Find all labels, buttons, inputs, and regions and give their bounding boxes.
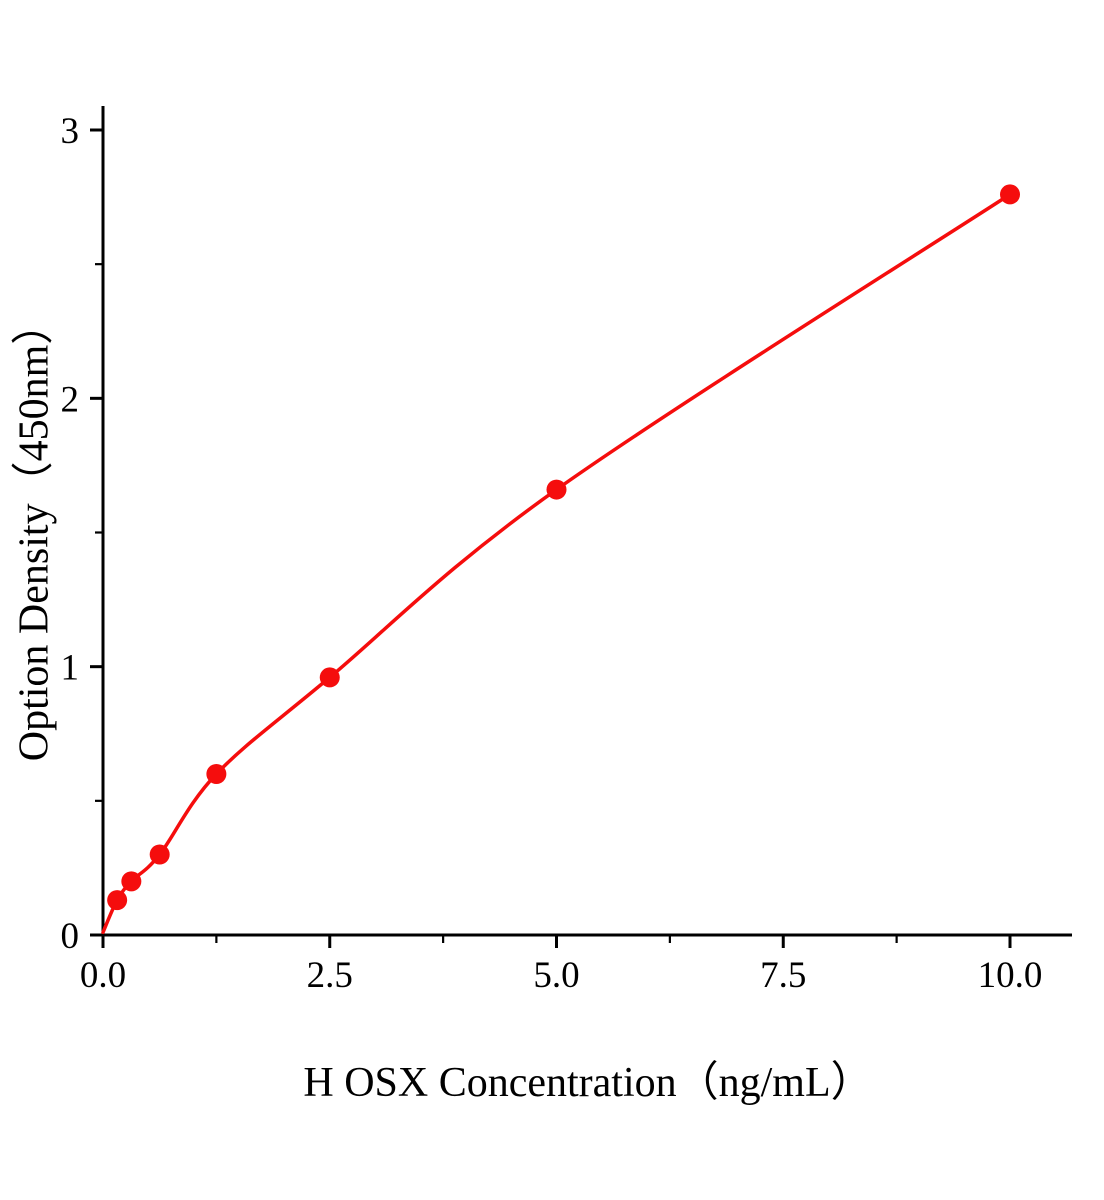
x-tick-label: 2.5	[307, 955, 353, 996]
y-axis-title: Option Density（450nm）	[11, 302, 58, 762]
data-point	[121, 871, 142, 892]
fitted-curve	[101, 192, 1012, 935]
x-tick-label: 5.0	[533, 955, 579, 996]
data-point	[546, 479, 567, 500]
data-point	[319, 667, 340, 688]
x-tick-label: 7.5	[760, 955, 806, 996]
data-point	[1000, 184, 1020, 205]
y-tick-label: 3	[61, 111, 80, 152]
data-point	[149, 844, 170, 865]
y-tick-label: 2	[61, 379, 80, 420]
y-tick-label: 1	[61, 648, 80, 689]
x-axis-title: H OSX Concentration（ng/mL）	[303, 1060, 873, 1106]
x-tick-label: 0.0	[80, 955, 126, 996]
y-tick-label: 0	[61, 916, 80, 957]
data-point	[107, 890, 128, 911]
x-tick-label: 10.0	[978, 955, 1043, 996]
data-point	[206, 764, 227, 784]
